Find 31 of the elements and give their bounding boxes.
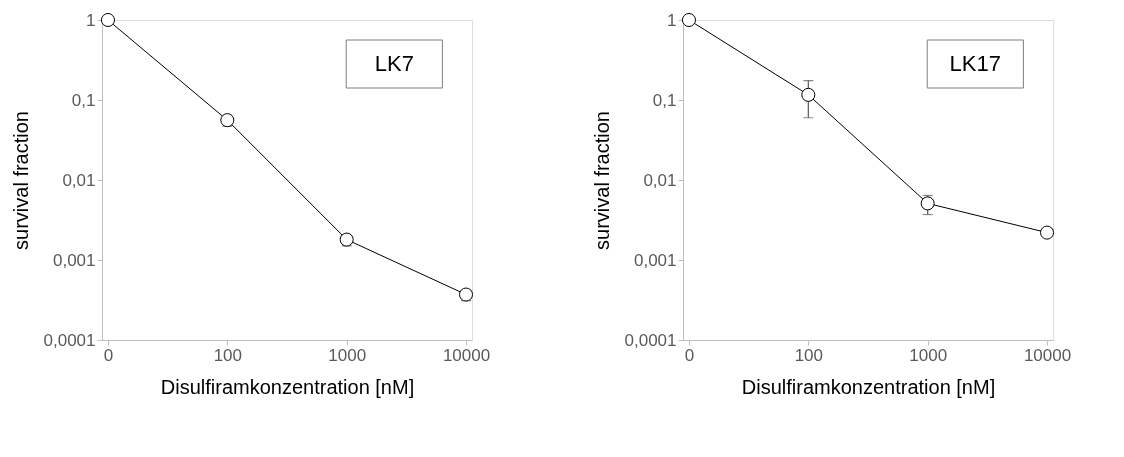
x-tick-label: 1000 xyxy=(909,345,948,365)
point xyxy=(220,113,235,128)
x-tick-label: 100 xyxy=(213,345,243,365)
x-tick-label: 100 xyxy=(794,345,824,365)
x-tick-label: 10000 xyxy=(442,345,491,365)
y-tick-label: 0,0001 xyxy=(624,330,677,350)
y-tick-label: 0,01 xyxy=(643,170,677,190)
point xyxy=(1040,225,1055,240)
point xyxy=(920,196,935,211)
point xyxy=(339,232,354,247)
x-tick-label: 0 xyxy=(684,345,695,365)
y-tick-label: 0,001 xyxy=(52,250,96,270)
y-tick-label: 0,01 xyxy=(62,170,96,190)
text: LK17 xyxy=(949,51,1001,76)
y-axis-title: survival fraction xyxy=(590,111,613,250)
x-axis-title: Disulfiramkonzentration [nM] xyxy=(741,375,996,398)
y-tick-label: 0,1 xyxy=(71,90,96,110)
y-tick-label: 0,0001 xyxy=(43,330,96,350)
y-axis-title: survival fraction xyxy=(9,111,32,250)
y-tick-label: 0,001 xyxy=(633,250,677,270)
y-tick-label: 1 xyxy=(667,10,677,30)
point xyxy=(801,87,816,102)
x-tick-label: 1000 xyxy=(328,345,367,365)
point xyxy=(100,12,115,28)
y-tick-label: 0,1 xyxy=(652,90,677,110)
text: LK7 xyxy=(374,51,414,76)
y-tick-label: 1 xyxy=(86,10,96,30)
x-axis-title: Disulfiramkonzentration [nM] xyxy=(160,375,415,398)
x-tick-label: 10000 xyxy=(1023,345,1072,365)
point xyxy=(681,12,696,28)
x-tick-label: 0 xyxy=(103,345,114,365)
